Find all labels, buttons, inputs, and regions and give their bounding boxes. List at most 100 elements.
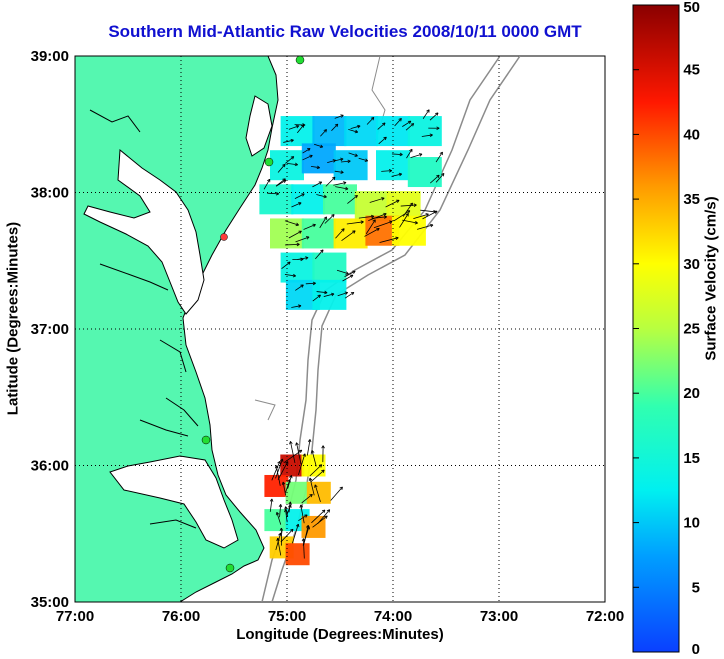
velocity-arrow xyxy=(366,117,375,125)
velocity-arrowhead xyxy=(300,284,304,288)
velocity-arrow xyxy=(320,129,327,137)
velocity-cell xyxy=(264,509,289,532)
velocity-arrowhead xyxy=(304,514,308,518)
velocity-arrow xyxy=(394,118,402,127)
velocity-arrow xyxy=(297,257,309,260)
velocity-arrowhead xyxy=(302,453,306,457)
velocity-arrowhead xyxy=(354,129,359,134)
y-axis-label: Latitude (Degrees:Minutes) xyxy=(4,221,22,416)
velocity-arrow xyxy=(348,129,358,133)
station-marker xyxy=(220,233,228,241)
velocity-arrowhead xyxy=(294,162,298,167)
velocity-arrow xyxy=(309,477,315,496)
velocity-arrow xyxy=(283,139,294,143)
velocity-arrowhead xyxy=(282,163,286,168)
velocity-arrow xyxy=(385,199,400,208)
velocity-arrowhead xyxy=(278,504,283,508)
velocity-arrow xyxy=(391,173,402,177)
velocity-arrowhead xyxy=(306,236,310,240)
velocity-cell xyxy=(280,252,315,283)
velocity-arrowhead xyxy=(281,481,286,485)
velocity-arrowhead xyxy=(317,294,321,298)
colorbar-tick-label: 40 xyxy=(683,126,700,143)
velocity-arrowhead xyxy=(340,114,344,118)
velocity-arrowhead xyxy=(388,169,392,173)
velocity-arrow xyxy=(406,148,413,159)
velocity-arrow xyxy=(402,120,412,127)
velocity-arrowhead xyxy=(323,194,327,199)
velocity-cell xyxy=(306,481,331,504)
velocity-arrowhead xyxy=(341,228,345,232)
velocity-arrowhead xyxy=(354,153,358,157)
velocity-arrow xyxy=(402,219,418,224)
velocity-arrow xyxy=(368,213,387,221)
velocity-arrowhead xyxy=(295,124,300,129)
velocity-arrow xyxy=(324,214,335,224)
velocity-arrow xyxy=(288,125,299,130)
velocity-arrowhead xyxy=(382,122,386,126)
velocity-arrow xyxy=(344,292,355,299)
velocity-arrow xyxy=(275,179,287,187)
colorbar-tick-label: 10 xyxy=(683,515,700,532)
station-marker xyxy=(264,157,274,167)
velocity-arrowhead xyxy=(298,449,303,454)
velocity-arrowhead xyxy=(339,486,343,491)
velocity-arrow xyxy=(312,294,321,302)
velocity-arrow xyxy=(275,465,281,486)
velocity-arrowhead xyxy=(324,290,328,295)
x-tick-label: 75:00 xyxy=(268,608,306,625)
velocity-arrowhead xyxy=(436,174,440,179)
pamlico-sound xyxy=(109,455,239,549)
velocity-arrowhead xyxy=(310,450,315,454)
velocity-arrow xyxy=(402,202,413,217)
velocity-arrowhead xyxy=(436,126,440,131)
velocity-cell xyxy=(376,150,410,181)
velocity-arrowhead xyxy=(308,477,313,481)
colorbar-tick-label: 20 xyxy=(683,385,700,402)
velocity-arrow xyxy=(303,525,309,545)
velocity-arrowhead xyxy=(340,157,344,162)
y-tick-label: 35:00 xyxy=(31,594,69,611)
velocity-arrowhead xyxy=(409,202,413,207)
velocity-arrow xyxy=(312,181,322,188)
velocity-arrow xyxy=(335,228,345,239)
velocity-arrowhead xyxy=(298,202,302,206)
velocity-arrow xyxy=(284,274,296,277)
velocity-arrowhead xyxy=(399,152,403,157)
velocity-arrow xyxy=(422,109,430,120)
x-tick-label: 73:00 xyxy=(480,608,518,625)
colorbar-tick-label: 0 xyxy=(692,641,700,658)
velocity-arrow xyxy=(309,464,323,477)
velocity-arrow xyxy=(263,179,271,190)
velocity-arrow xyxy=(399,213,409,228)
velocity-cell xyxy=(391,215,426,246)
velocity-arrow xyxy=(334,114,344,119)
velocity-arrowhead xyxy=(312,281,316,286)
station-marker xyxy=(225,563,235,573)
velocity-arrowhead xyxy=(334,123,339,128)
station-marker xyxy=(201,435,211,445)
velocity-arrowhead xyxy=(349,274,354,278)
velocity-arrow xyxy=(358,215,374,219)
velocity-arrowhead xyxy=(439,151,443,156)
velocity-arrowhead xyxy=(279,527,284,531)
velocity-arrowhead xyxy=(372,219,376,223)
velocity-arrowhead xyxy=(282,179,287,183)
velocity-arrowhead xyxy=(370,214,375,219)
velocity-arrow xyxy=(337,292,348,297)
velocity-arrow xyxy=(330,486,343,501)
velocity-arrow xyxy=(420,209,437,213)
velocity-arrowhead xyxy=(352,270,356,274)
velocity-arrow xyxy=(286,162,298,166)
velocity-arrowhead xyxy=(413,203,417,207)
velocity-arrowhead xyxy=(307,148,311,152)
velocity-arrowhead xyxy=(295,523,300,528)
velocity-cell xyxy=(285,481,310,504)
colorbar-tick-label: 5 xyxy=(692,579,700,596)
velocity-arrowhead xyxy=(289,475,293,479)
velocity-arrowhead xyxy=(290,138,294,143)
velocity-arrowhead xyxy=(383,212,387,217)
velocity-arrowhead xyxy=(269,498,274,502)
velocity-arrowhead xyxy=(277,460,281,465)
velocity-arrow xyxy=(381,170,392,172)
